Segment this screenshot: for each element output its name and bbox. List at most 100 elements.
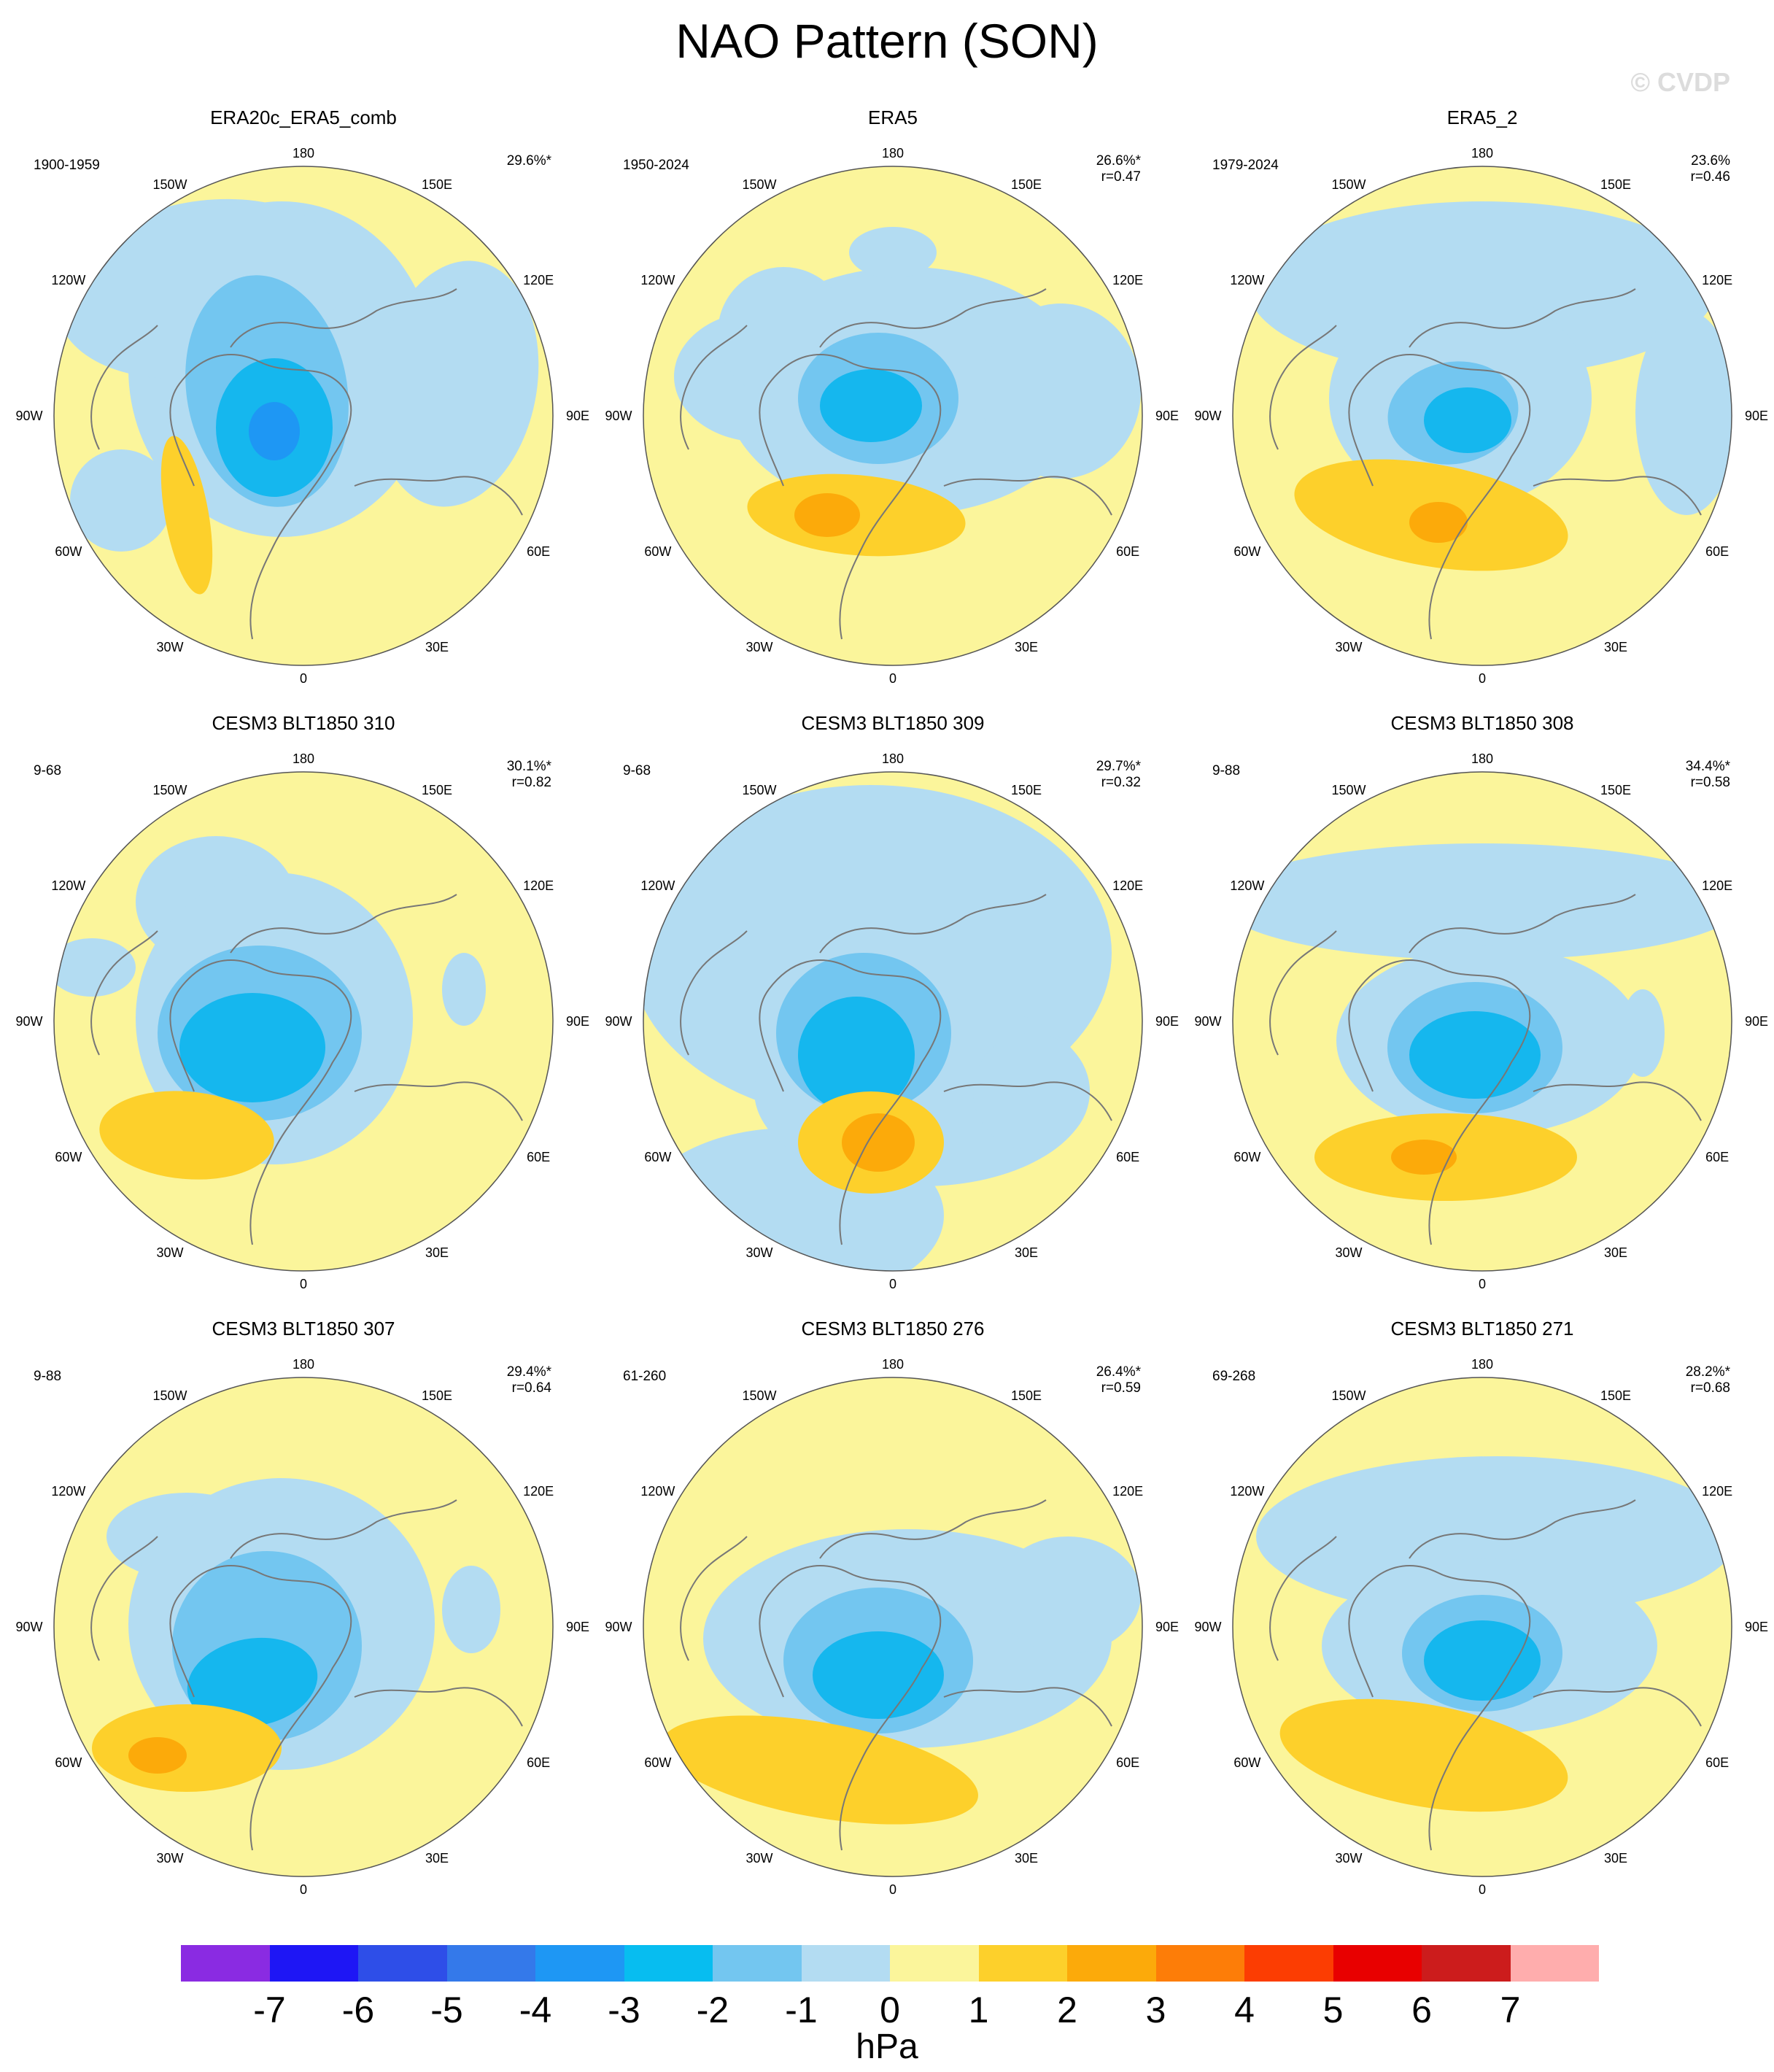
longitude-label: 30E [425,1851,449,1866]
anomaly-contour [813,1631,944,1719]
variance-explained: 26.4%* [1096,1364,1141,1380]
colorbar-label: 5 [1322,1990,1344,2030]
pattern-correlation: r=0.68 [1690,1380,1730,1396]
pattern-correlation: r=0.32 [1101,775,1141,790]
anomaly-contour [1621,989,1665,1077]
longitude-label: 180 [1471,1357,1493,1372]
map-boundary [1232,771,1732,1272]
longitude-label: 0 [1479,1277,1486,1291]
polar-map: 180 150E 120E 90E 60E 30E 0 30W 60W 90W 120W 150W [15,1357,589,1897]
longitude-label: 0 [1479,671,1486,686]
anomaly-contour [1233,843,1732,960]
copyright-watermark: © CVDP [1630,67,1730,97]
longitude-label: 150W [152,1388,187,1403]
coastline [90,288,523,640]
variance-explained: 23.6% [1691,153,1730,169]
map-boundary [643,166,1143,666]
longitude-label: 90E [1745,1014,1768,1029]
colorbar-swatch [446,1945,535,1982]
colorbar-label: 1 [968,1990,989,2030]
anomaly-contour [187,1637,318,1728]
longitude-label: 30E [1015,1851,1038,1866]
panel-title: CESM3 BLT1850 308 [1390,712,1574,734]
panel-title: CESM3 BLT1850 310 [212,712,395,734]
longitude-label: 180 [882,1357,904,1372]
panel-period: 1900-1959 [34,158,100,173]
anomaly-contour [980,304,1141,479]
map-panel: ERA20c_ERA5_comb 1900-1959 29.6%* 180 150… [12,107,595,705]
longitude-label: 90E [1745,1620,1768,1634]
anomaly-contour [1635,311,1732,515]
map-panel: ERA5 1950-2024 26.6%* r=0.47 180 150E 120E… [601,107,1185,705]
polar-map: 180 150E 120E 90E 60E 30E 0 30W 60W 90W 120W 150W [15,751,589,1291]
coastline [90,1499,523,1851]
colorbar-label: -7 [253,1990,286,2030]
longitude-label: 0 [300,1277,307,1291]
variance-explained: 29.6%* [506,153,551,169]
colorbar-swatch [1422,1945,1511,1982]
anomaly-contour [442,953,486,1026]
longitude-label: 120E [523,273,554,287]
longitude-label: 90E [1155,1014,1179,1029]
colorbar [181,1945,1599,1982]
longitude-label: 150E [422,1388,452,1403]
longitude-label: 30E [1604,1851,1627,1866]
longitude-label: 180 [293,146,314,161]
map-boundary [53,771,554,1272]
longitude-label: 0 [1479,1882,1486,1897]
longitude-label: 0 [889,1882,896,1897]
anomaly-contour [662,1715,978,1825]
anomaly-contour [1409,1011,1541,1099]
longitude-label: 30E [1015,1245,1038,1260]
longitude-label: 120E [523,1484,554,1499]
longitude-label: 180 [882,146,904,161]
polar-map: 180 150E 120E 90E 60E 30E 0 30W 60W 90W 120W 150W [1194,146,1768,686]
longitude-label: 60E [1116,1150,1139,1164]
longitude-label: 120W [51,1484,85,1499]
colorbar-swatch [801,1945,890,1982]
longitude-label: 90W [15,1620,42,1634]
anomaly-contour [798,997,915,1113]
panel-stats: 34.4%* r=0.58 [1686,759,1730,791]
longitude-label: 120E [1112,878,1143,893]
map-boundary [53,166,554,666]
longitude-label: 120E [523,878,554,893]
longitude-label: 60E [527,1755,550,1770]
pattern-correlation: r=0.58 [1690,775,1730,790]
longitude-label: 60W [644,544,671,559]
longitude-label: 120W [1230,1484,1264,1499]
variance-explained: 29.7%* [1096,759,1141,774]
longitude-label: 150E [1011,1388,1042,1403]
longitude-label: 90W [605,409,632,423]
longitude-label: 90E [1155,1620,1179,1634]
colorbar-label: 6 [1411,1990,1432,2030]
panel-title: ERA5 [868,107,918,128]
longitude-label: 90W [15,409,42,423]
map-panel: ERA5_2 1979-2024 23.6% r=0.46 180 150E 120… [1190,107,1774,705]
longitude-label: 180 [293,751,314,766]
longitude-label: 150E [1600,783,1631,797]
panel-stats: 26.6%* r=0.47 [1096,153,1141,185]
longitude-label: 150W [152,783,187,797]
anomaly-contour [128,1737,187,1774]
panel-stats: 29.6%* [507,153,551,169]
map-panel: CESM3 BLT1850 276 61-260 26.4%* r=0.59 1… [601,1318,1185,1916]
polar-map: 180 150E 120E 90E 60E 30E 0 30W 60W 90W 120W 150W [605,146,1179,686]
longitude-label: 30W [745,640,772,654]
map-panel: CESM3 BLT1850 309 9-68 29.7%* r=0.32 180… [601,712,1185,1310]
colorbar-label: -2 [696,1990,729,2030]
map-boundary [1232,166,1732,666]
longitude-label: 60W [55,544,82,559]
colorbar-swatch [890,1945,979,1982]
colorbar-swatch [535,1945,624,1982]
anomaly-contour [54,938,136,997]
longitude-label: 90W [1194,1014,1221,1029]
map-panel: CESM3 BLT1850 308 9-88 34.4%* r=0.58 180… [1190,712,1774,1310]
longitude-label: 120W [51,273,85,287]
longitude-label: 90W [605,1620,632,1634]
anomaly-contour [99,1091,274,1180]
longitude-label: 0 [889,671,896,686]
anomaly-contour [1424,1620,1541,1701]
panel-title: CESM3 BLT1850 271 [1390,1318,1574,1340]
anomaly-contour [973,1033,1090,1150]
